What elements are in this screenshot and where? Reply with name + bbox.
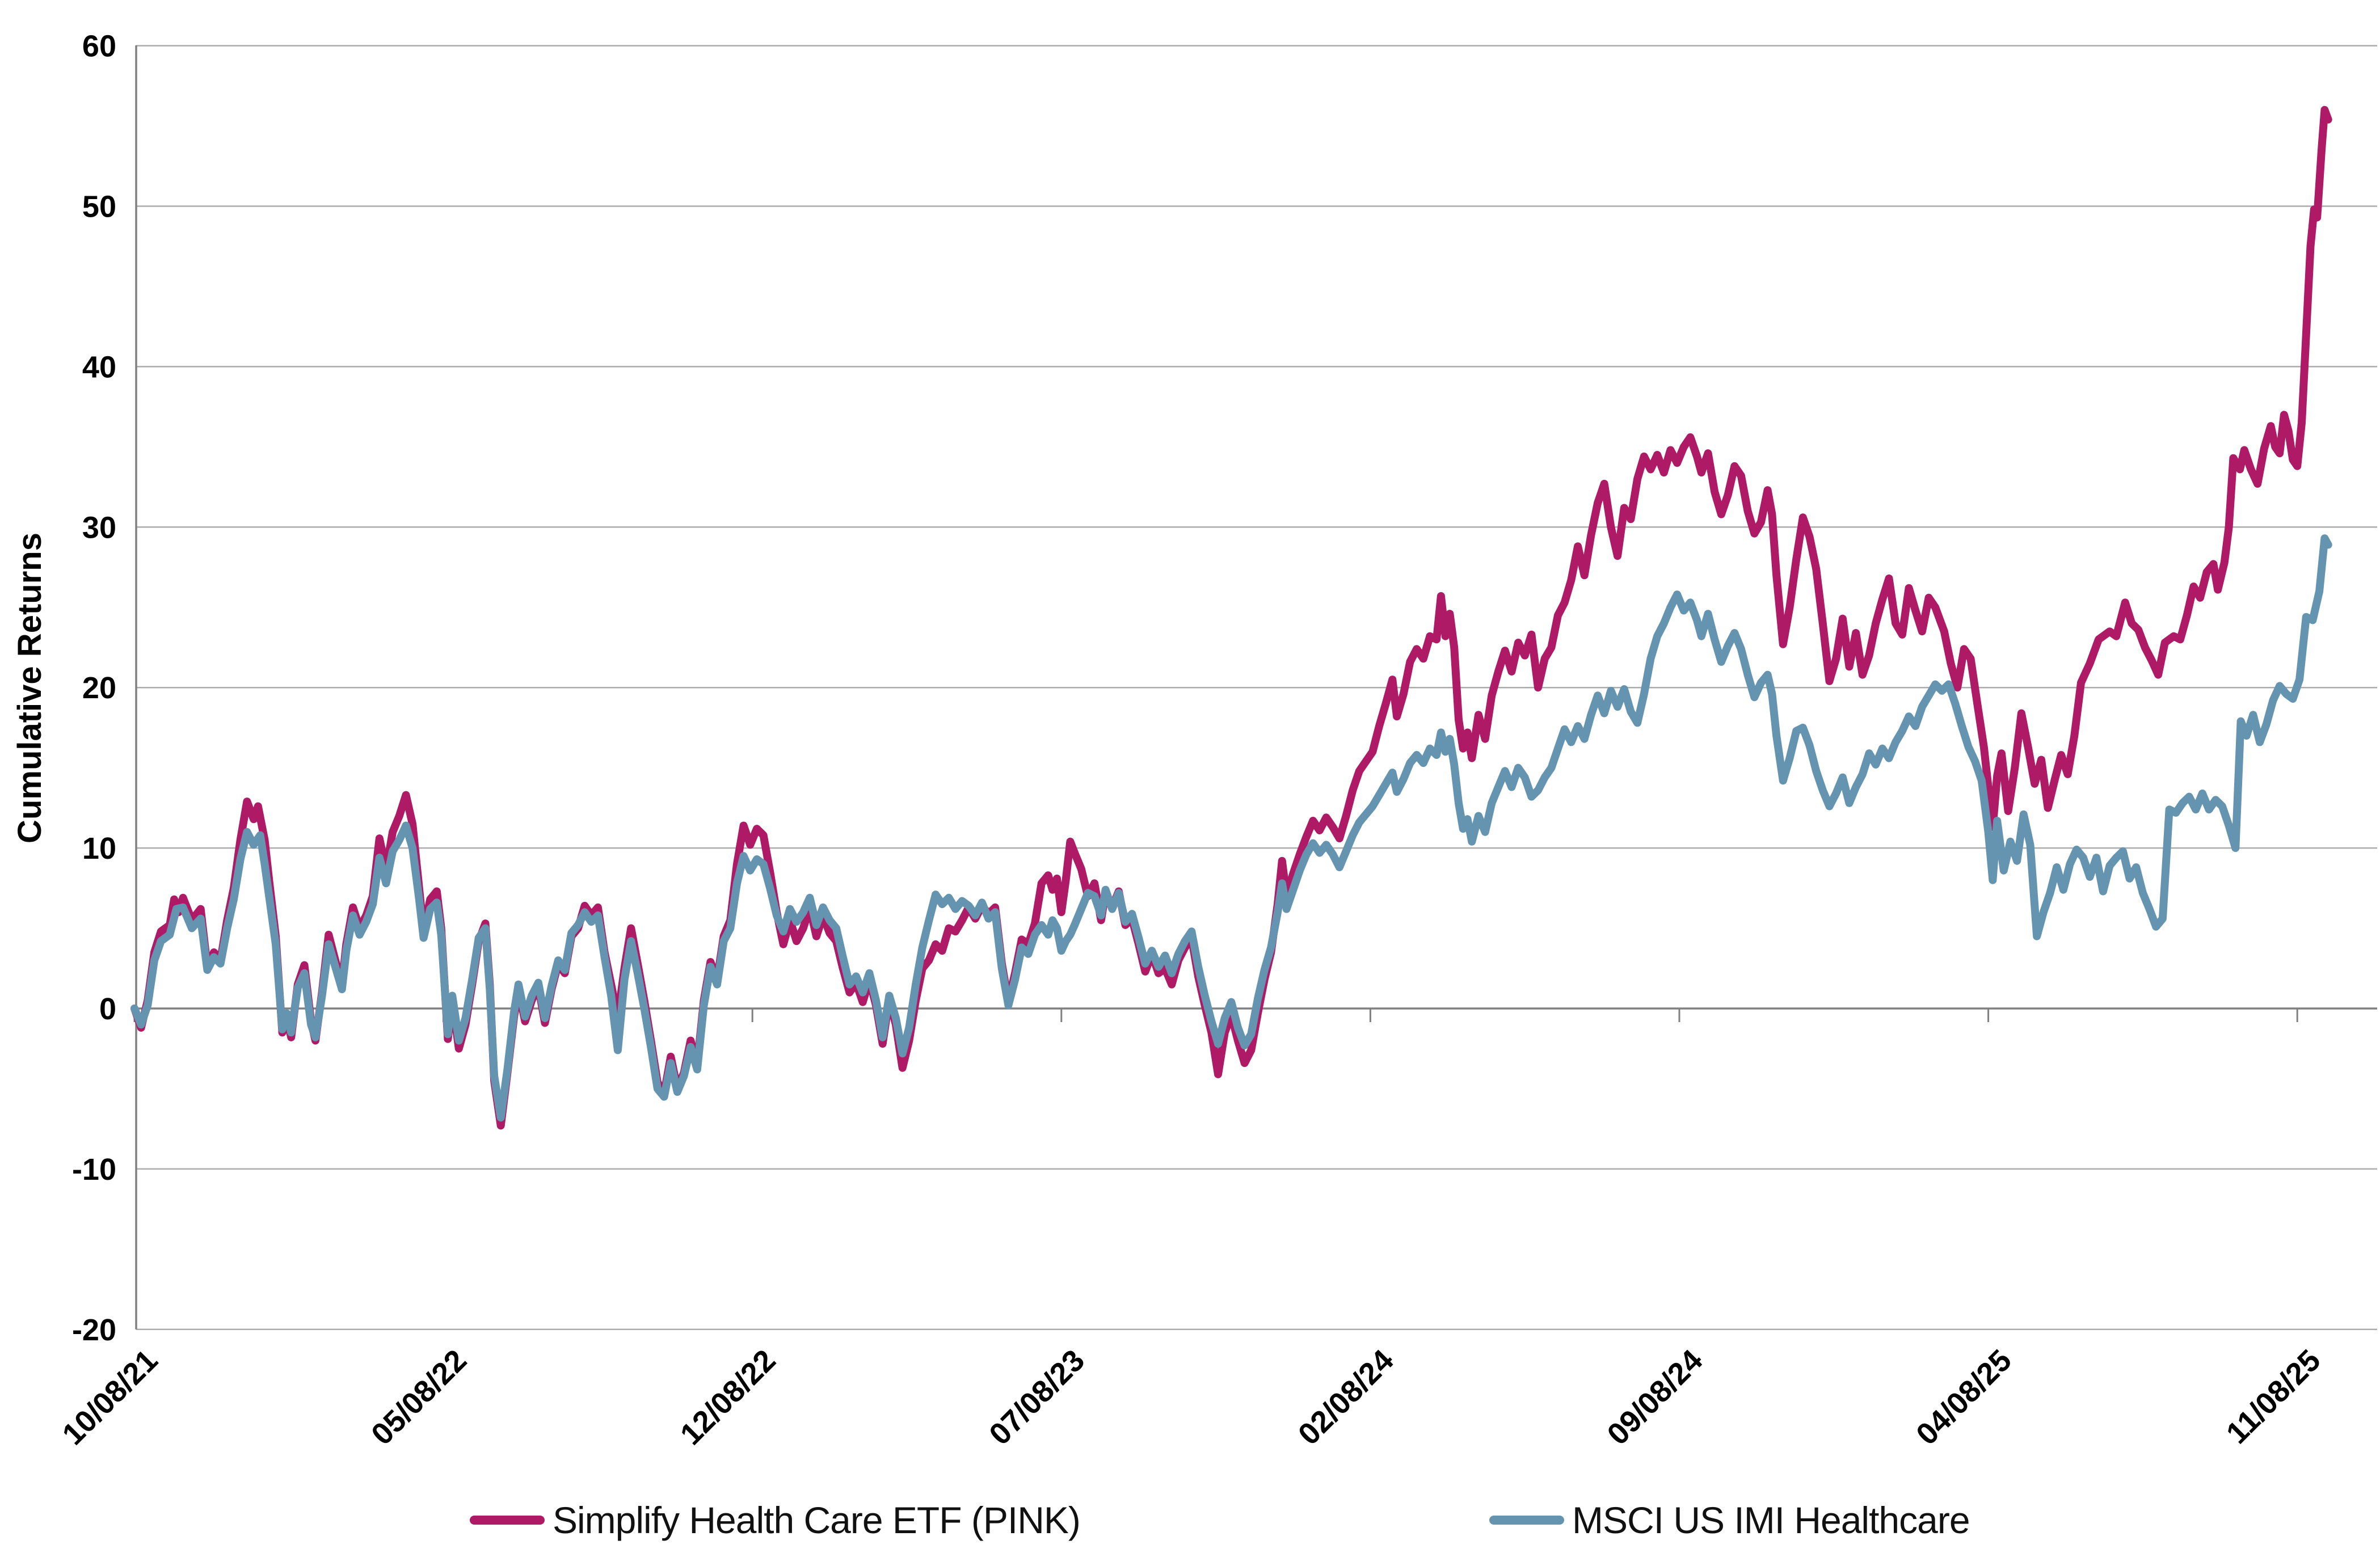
- pink-line-swatch: [470, 1516, 545, 1525]
- y-tick-label: 40: [82, 350, 116, 384]
- y-axis-tick-labels: 60 50 40 30 20 10 0 -10 -20: [72, 29, 116, 1347]
- y-axis-title: Cumulative Returns: [11, 533, 48, 843]
- blue-line-swatch: [1489, 1516, 1564, 1525]
- x-tick-label: 07/08/23: [983, 1343, 1091, 1451]
- chart-legend: Simplify Health Care ETF (PINK) MSCI US …: [0, 1492, 2380, 1548]
- y-tick-label: 50: [82, 190, 116, 224]
- y-tick-label: -20: [72, 1313, 116, 1347]
- legend-item-msci: MSCI US IMI Healthcare: [1489, 1492, 1970, 1548]
- x-tick-label: 11/08/25: [2220, 1343, 2327, 1450]
- y-tick-label: 10: [82, 832, 116, 866]
- x-tick-label: 09/08/24: [1600, 1343, 1709, 1451]
- series-lines: [130, 105, 2332, 1130]
- legend-label: Simplify Health Care ETF (PINK): [553, 1499, 1081, 1541]
- series-line-0: [130, 105, 2332, 1130]
- x-tick-label: 02/08/24: [1292, 1343, 1400, 1451]
- legend-label: MSCI US IMI Healthcare: [1572, 1499, 1970, 1541]
- x-tick-label: 10/08/21: [56, 1343, 164, 1451]
- series-line-1: [130, 534, 2332, 1122]
- x-tick-label: 05/08/22: [365, 1343, 473, 1451]
- x-tick-label: 12/08/22: [674, 1343, 782, 1451]
- y-tick-label: 20: [82, 671, 116, 705]
- y-tick-label: -10: [72, 1153, 116, 1187]
- y-tick-label: 60: [82, 29, 116, 64]
- y-tick-label: 30: [82, 510, 116, 545]
- x-tick-label: 04/08/25: [1910, 1343, 2018, 1451]
- y-tick-label: 0: [99, 992, 116, 1026]
- gridlines: [136, 45, 2377, 1331]
- x-axis-tick-labels: 10/08/21 05/08/22 12/08/22 07/08/23 02/08/24…: [56, 1343, 2327, 1451]
- legend-item-simplify: Simplify Health Care ETF (PINK): [470, 1492, 1081, 1548]
